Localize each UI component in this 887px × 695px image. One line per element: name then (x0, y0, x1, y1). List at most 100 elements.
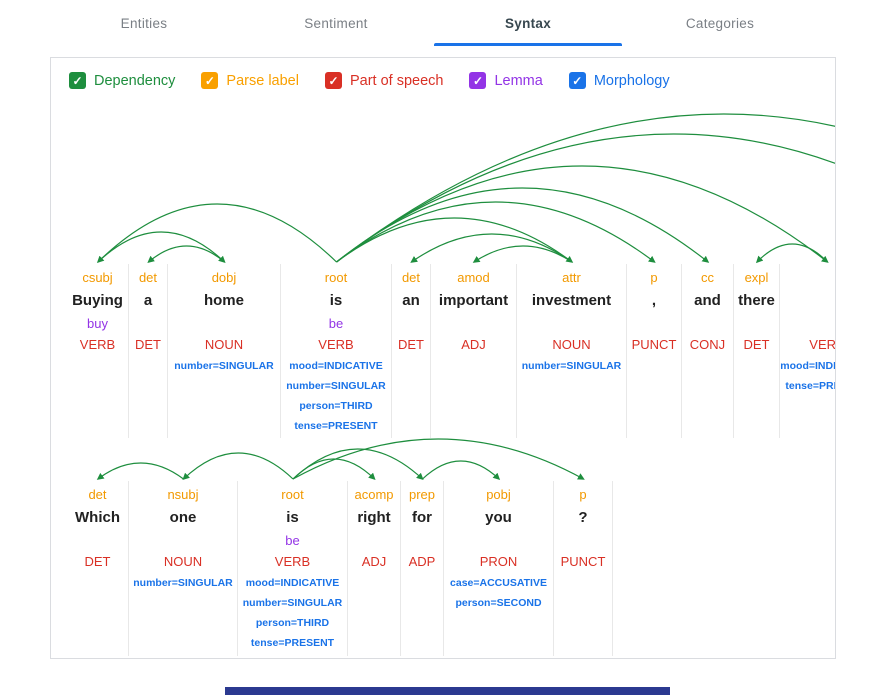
tab-categories[interactable]: Categories (685, 15, 755, 31)
lemma-text (348, 531, 400, 551)
legend-lemma[interactable]: ✓ Lemma (469, 72, 543, 89)
parse-label: pobj (486, 487, 511, 502)
parse-label: csubj (82, 270, 113, 285)
token-column: prep for ADP (401, 481, 444, 656)
token-column: VERB mood=INDICATIVE tense=PRESENT (780, 264, 836, 438)
token-word: ? (578, 509, 588, 526)
pos-tag: NOUN (163, 554, 203, 569)
pos-tag: CONJ (689, 337, 726, 352)
pos-tag: VERB (809, 337, 836, 352)
lemma-text (682, 314, 733, 334)
pos-tag: DET (84, 554, 111, 569)
checkbox-checked-icon: ✓ (469, 72, 487, 89)
parse-label: amod (457, 270, 490, 285)
morphology-value: person=THIRD (255, 617, 330, 629)
legend-morphology[interactable]: ✓ Morphology (568, 72, 670, 89)
token-word: is (286, 509, 299, 526)
token-column: p? PUNCT (554, 481, 613, 656)
token-word: a (143, 292, 153, 309)
morphology-value: person=THIRD (299, 400, 373, 412)
dependency-arc (182, 452, 294, 481)
dependency-arc (336, 113, 835, 263)
pos-tag: DET (135, 337, 161, 352)
token-word: one (169, 509, 197, 526)
tab-entities[interactable]: Entities (120, 15, 168, 31)
lemma-text: be (328, 316, 344, 331)
legend: ✓ Dependency ✓ Parse label ✓ Part of speech ✓ L… (69, 72, 670, 89)
parse-label: prep (408, 487, 436, 502)
parse-label: cc (701, 270, 714, 285)
lemma-text (780, 314, 835, 334)
token-word: is (329, 292, 343, 309)
pos-tag: NOUN (204, 337, 244, 352)
legend-label: Morphology (593, 72, 670, 89)
pos-tag: DET (743, 337, 770, 352)
token-word: Which (75, 509, 120, 526)
dependency-arc (96, 203, 337, 264)
parse-label: root (324, 270, 348, 285)
tab-sentiment[interactable]: Sentiment (304, 15, 368, 31)
token-word: for (412, 509, 432, 526)
dependency-arc (96, 462, 184, 480)
morphology-value: mood=INDICATIVE (780, 360, 836, 372)
token-column: root is be VERB mood=INDICATIVE number=SINGUL… (281, 264, 392, 438)
pos-tag: PRON (479, 554, 518, 569)
token-column: nsubj one NOUN number=SINGULAR (129, 481, 238, 656)
morphology-value: number=SINGULAR (133, 577, 233, 589)
dependency-arc (336, 187, 710, 263)
pos-tag: ADP (408, 554, 436, 569)
token-column: root is be VERB mood=INDICATIVE number=SINGUL… (238, 481, 348, 656)
lemma-text (129, 314, 167, 334)
token-word: you (485, 509, 512, 526)
lemma-text (129, 531, 237, 551)
dependency-arc (755, 243, 828, 264)
token-word: and (694, 292, 721, 309)
sentence-row-1: csubj Buying buy VERB det a DET dobj home NOUN num… (67, 264, 836, 438)
token-column: p, PUNCT (627, 264, 682, 438)
dependency-arc (336, 165, 829, 263)
legend-part-of-speech[interactable]: ✓ Part of speech (324, 72, 444, 89)
token-column: det an DET (392, 264, 431, 438)
morphology-value: tense=PRESENT (785, 380, 835, 392)
token-column: det a DET (129, 264, 168, 438)
legend-label: Parse label (226, 72, 299, 89)
dependency-arc (336, 217, 574, 263)
lemma-text: be (285, 533, 300, 548)
morphology-value: number=SINGULAR (174, 360, 274, 372)
lemma-text (444, 531, 553, 551)
token-word: important (438, 292, 509, 309)
checkbox-checked-icon: ✓ (69, 72, 86, 89)
lemma-text (431, 314, 516, 334)
morphology-value: person=SECOND (455, 597, 542, 609)
lemma-text (627, 314, 681, 334)
lemma-text (67, 531, 128, 551)
lemma-text (168, 314, 280, 334)
parse-label: det (138, 270, 158, 285)
parse-label: root (281, 487, 304, 502)
lemma-text (554, 531, 612, 551)
parse-label: expl (744, 270, 769, 285)
pos-tag: VERB (79, 337, 116, 352)
parse-label: attr (562, 270, 581, 285)
token-column: acomp right ADJ (348, 481, 401, 656)
token-word: , (651, 292, 657, 309)
parse-label: dobj (211, 270, 237, 285)
token-column: expl there DET (734, 264, 780, 438)
morphology-value: number=SINGULAR (286, 380, 386, 392)
parse-label: p (650, 270, 658, 285)
morphology-value: mood=INDICATIVE (289, 360, 383, 372)
tab-bar: Entities Sentiment Syntax Categories (48, 0, 816, 46)
morphology-value: tense=PRESENT (294, 420, 378, 432)
lemma-text (392, 314, 430, 334)
legend-parse-label[interactable]: ✓ Parse label (201, 72, 299, 89)
legend-dependency[interactable]: ✓ Dependency (69, 72, 175, 89)
sentence-row-2: det Which DET nsubj one NOUN number=SINGULAR ro… (67, 481, 613, 656)
token-column: csubj Buying buy VERB (67, 264, 129, 438)
pos-tag: DET (398, 337, 424, 352)
dependency-arc (422, 460, 501, 481)
token-word: Buying (72, 292, 123, 309)
tab-syntax[interactable]: Syntax (432, 0, 624, 46)
token-column: attr investment NOUN number=SINGULAR (517, 264, 627, 438)
legend-label: Part of speech (349, 72, 444, 89)
parse-label: acomp (354, 487, 394, 502)
